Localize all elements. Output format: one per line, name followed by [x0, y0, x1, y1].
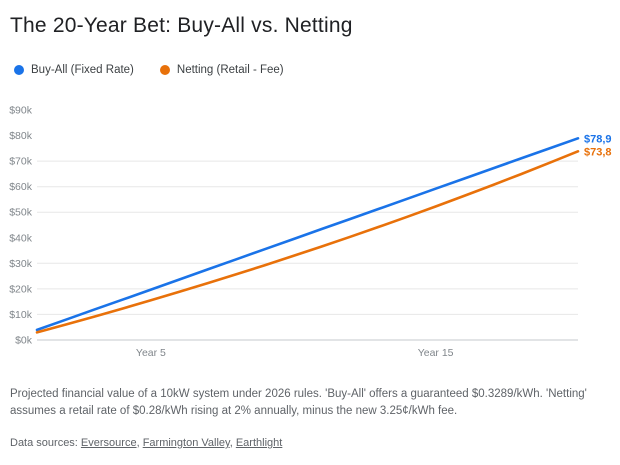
y-tick-label: $80k [9, 130, 33, 142]
y-tick-label: $50k [9, 207, 33, 219]
source-link-earthlight[interactable]: Earthlight [235, 437, 283, 449]
buy-all-series-dot-icon [14, 65, 24, 75]
legend-item-netting: Netting (Retail - Fee) [159, 64, 284, 76]
y-tick-label: $40k [9, 232, 33, 244]
legend-label-buy-all: Buy-All (Fixed Rate) [31, 64, 134, 76]
source-link-eversource[interactable]: Eversource [80, 437, 137, 449]
y-tick-label: $10k [9, 309, 33, 321]
legend: Buy-All (Fixed Rate) Netting (Retail - F… [14, 64, 284, 76]
series-line-netting [35, 149, 580, 334]
y-tick-label: $70k [9, 156, 33, 168]
source-link-farmington-valley[interactable]: Farmington Valley [142, 437, 230, 449]
data-sources-links: Eversource, Farmington Valley, Earthligh… [80, 437, 283, 449]
page-title: The 20-Year Bet: Buy-All vs. Netting [10, 14, 353, 37]
series-line-buy-all [35, 136, 580, 332]
y-tick-label: $30k [9, 258, 33, 270]
y-tick-label: $90k [9, 105, 33, 117]
legend-item-buy-all: Buy-All (Fixed Rate) [14, 64, 134, 76]
netting-series-dot-icon [159, 65, 170, 75]
y-tick-label: $0k [15, 335, 33, 347]
data-sources: Data sources: Eversource, Farmington Val… [10, 437, 282, 449]
series-end-label-netting: $73,8 [584, 146, 612, 158]
series-end-label-buy-all: $78,9 [584, 133, 612, 145]
data-sources-prefix: Data sources: [10, 437, 81, 449]
line-chart-svg: $0k $10k $20k $30k $40k $50k $60k $70k $80k $90k Y… [9, 105, 612, 360]
y-tick-label: $20k [9, 283, 33, 295]
legend-label-netting: Netting (Retail - Fee) [176, 64, 284, 76]
x-tick-label: Year 15 [418, 347, 454, 359]
x-tick-label: Year 5 [136, 347, 166, 359]
y-tick-label: $60k [9, 181, 33, 193]
chart-footnote: Projected financial value of a 10kW syst… [10, 388, 587, 417]
